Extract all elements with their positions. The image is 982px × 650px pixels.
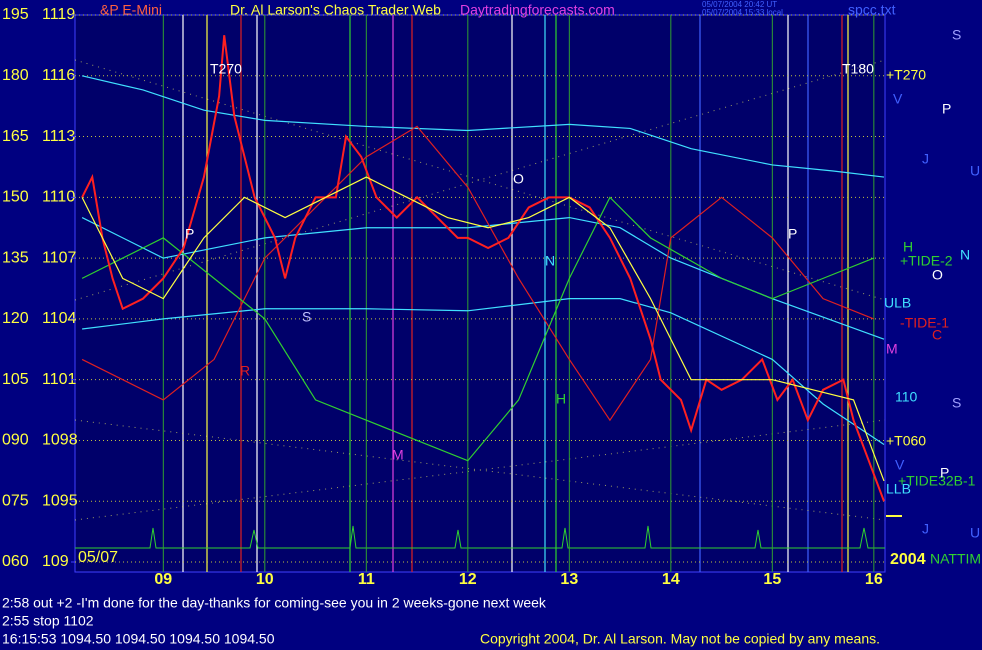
annotation: U bbox=[970, 163, 980, 179]
y-tick-label: 1101 bbox=[42, 371, 77, 388]
annotation: N bbox=[545, 253, 555, 269]
annotation: V bbox=[895, 457, 905, 473]
y-tick-label: 1116 bbox=[42, 67, 75, 84]
footer-line: 2:55 stop 1102 bbox=[2, 613, 94, 629]
y2-tick-label: 135 bbox=[2, 249, 29, 266]
annotation: S bbox=[302, 309, 311, 325]
y2-tick-label: 195 bbox=[2, 6, 29, 23]
annotation: P bbox=[942, 101, 951, 117]
series-line bbox=[81, 75, 885, 178]
annotation: +TIDE-2 bbox=[900, 253, 953, 269]
stamp: 05/07/2004 20:42 UT bbox=[702, 0, 777, 9]
annotation: S bbox=[952, 27, 961, 43]
annotation: -TIDE-1 bbox=[900, 315, 949, 331]
y-tick-label: 1095 bbox=[42, 492, 78, 509]
y-tick-label: 1098 bbox=[42, 432, 78, 449]
annotation: V bbox=[893, 91, 903, 107]
annotation: N bbox=[960, 247, 970, 263]
annotation: T180 bbox=[842, 61, 874, 77]
footer-line: 2:58 out +2 -I'm done for the day-thanks… bbox=[2, 595, 547, 611]
annotation: +TIDE32B-1 bbox=[898, 473, 976, 489]
x-tick-label: 09 bbox=[154, 571, 172, 588]
annotation: ULB bbox=[884, 295, 911, 311]
year-label: 2004 bbox=[890, 551, 926, 568]
y2-tick-label: 120 bbox=[2, 310, 29, 327]
annotation: P bbox=[940, 465, 949, 481]
annotation: +T270 bbox=[886, 67, 926, 83]
title: Dr. Al Larson's Chaos Trader Web bbox=[230, 2, 441, 18]
annotation: P bbox=[788, 226, 797, 242]
diagonals bbox=[74, 59, 886, 521]
y2-tick-label: 060 bbox=[2, 553, 29, 570]
copyright: Copyright 2004, Dr. Al Larson. May not b… bbox=[480, 631, 880, 647]
y-tick-label: 1110 bbox=[42, 189, 75, 206]
annotation: J bbox=[922, 521, 929, 537]
annotation: NATTIM bbox=[930, 551, 981, 567]
annotation: S bbox=[952, 395, 961, 411]
y2-tick-label: 150 bbox=[2, 189, 29, 206]
y2-tick-label: 105 bbox=[2, 371, 29, 388]
annotation: J bbox=[922, 151, 929, 167]
diagonal bbox=[74, 419, 886, 521]
x-tick-label: 10 bbox=[256, 571, 274, 588]
price-marker bbox=[886, 515, 902, 517]
annotation: C bbox=[932, 327, 942, 343]
annotation: H bbox=[556, 391, 566, 407]
annotation: 110 bbox=[895, 389, 918, 405]
y2-tick-label: 180 bbox=[2, 67, 29, 84]
y-tick-label: 1104 bbox=[42, 310, 77, 327]
x-tick-label: 14 bbox=[662, 571, 680, 588]
y2-tick-label: 165 bbox=[2, 128, 29, 145]
nattim-spikes bbox=[75, 525, 885, 549]
y-tick-label: 1119 bbox=[42, 6, 75, 23]
annotation: H bbox=[903, 239, 913, 255]
series-line bbox=[81, 125, 875, 422]
footer-line: 16:15:53 1094.50 1094.50 1094.50 1094.50 bbox=[2, 631, 275, 647]
x-tick-label: 11 bbox=[358, 571, 375, 588]
series-line bbox=[81, 196, 875, 462]
series-line bbox=[81, 176, 885, 482]
time-markers bbox=[182, 15, 849, 572]
annotation: T270 bbox=[210, 61, 242, 77]
annotation: U bbox=[970, 525, 980, 541]
annotation: O bbox=[513, 171, 524, 187]
annotation: LLB bbox=[886, 481, 911, 497]
x-tick-label: 16 bbox=[865, 571, 883, 588]
annotation: P bbox=[185, 226, 194, 242]
y2-tick-label: 075 bbox=[2, 492, 29, 509]
y-tick-label: 109 bbox=[42, 553, 69, 570]
x-tick-label: 13 bbox=[560, 571, 578, 588]
y-tick-label: 1107 bbox=[42, 249, 77, 266]
annotation: R bbox=[240, 363, 250, 379]
series-line bbox=[81, 35, 885, 502]
annotation: +T060 bbox=[886, 433, 926, 449]
y2-tick-label: 090 bbox=[2, 432, 29, 449]
date-label: 05/07 bbox=[78, 549, 118, 566]
series-line bbox=[82, 298, 885, 445]
x-tick-label: 15 bbox=[763, 571, 781, 588]
instrument: &P E-Mini bbox=[100, 2, 162, 18]
annotation: M bbox=[886, 341, 898, 357]
site: Daytradingforecasts.com bbox=[460, 2, 615, 18]
annotation: O bbox=[932, 267, 943, 283]
file: spcc.txt bbox=[848, 2, 896, 18]
x-tick-label: 12 bbox=[459, 571, 477, 588]
y-tick-label: 1113 bbox=[42, 128, 75, 145]
annotation: M bbox=[392, 447, 404, 463]
stamp: 05/07/2004 15:33 local bbox=[702, 8, 783, 17]
plot-area bbox=[74, 14, 886, 573]
